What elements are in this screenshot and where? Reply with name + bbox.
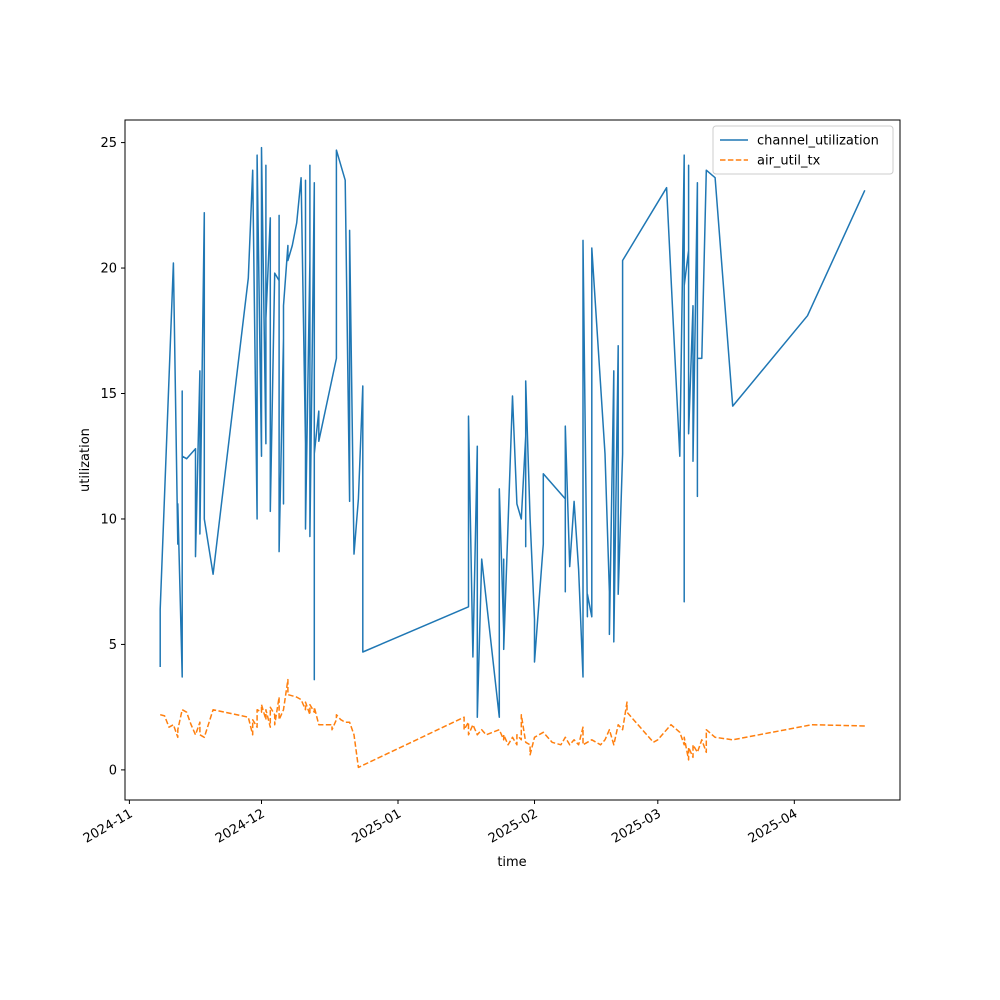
y-tick-label: 5	[109, 638, 117, 653]
y-axis-label: utilization	[78, 428, 93, 492]
series-line-air-util-tx	[160, 678, 865, 769]
y-tick-label: 10	[100, 512, 117, 527]
legend-box	[712, 125, 894, 175]
legend-label-air-util-tx: air_util_tx	[757, 154, 821, 169]
x-axis-label: time	[497, 855, 526, 870]
series-layer	[159, 146, 866, 769]
plot-frame	[124, 119, 901, 801]
legend: channel_utilization air_util_tx	[712, 125, 894, 175]
series-line-channel-utilization	[159, 146, 866, 718]
y-tick-label: 15	[100, 387, 117, 402]
y-tick-label: 25	[100, 136, 117, 151]
y-axis: 0 5 10 15 20 25	[100, 136, 125, 778]
legend-label-channel-utilization: channel_utilization	[757, 134, 879, 149]
y-tick-label: 0	[109, 763, 117, 778]
y-tick-label: 20	[100, 262, 117, 277]
